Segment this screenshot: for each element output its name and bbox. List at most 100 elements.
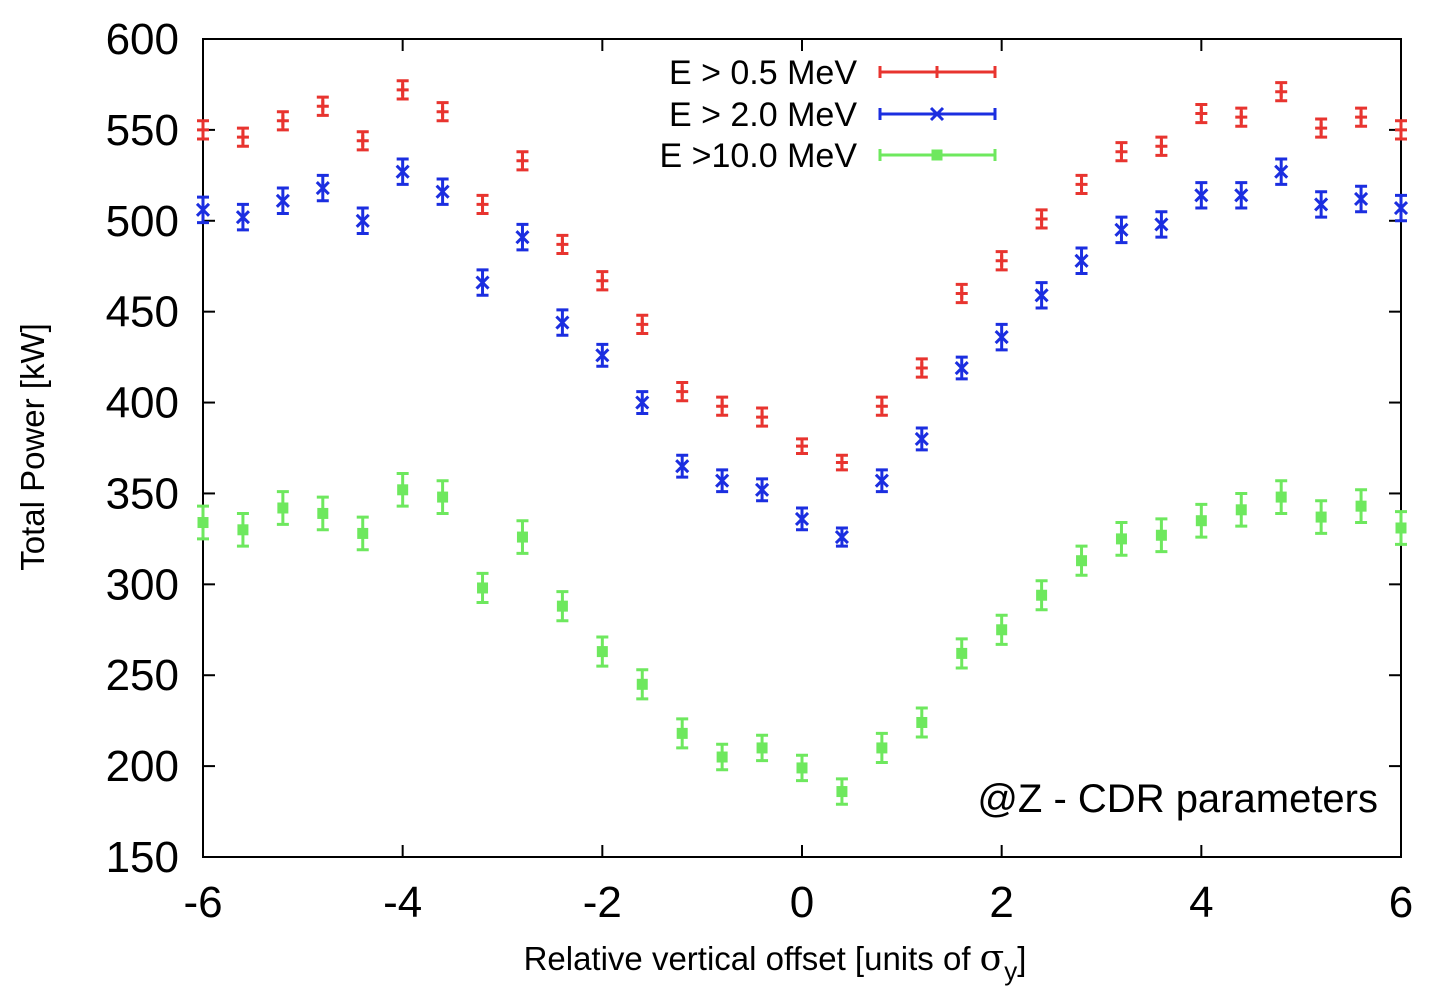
data-point <box>716 742 729 772</box>
point-marker <box>835 456 848 469</box>
data-point <box>436 101 449 123</box>
point-marker <box>1393 200 1409 216</box>
point-marker <box>277 502 289 514</box>
data-point <box>1075 173 1088 196</box>
point-marker <box>876 742 888 754</box>
legend-entry-3: E >10.0 MeV <box>659 137 997 175</box>
legend-label: E > 0.5 MeV <box>669 54 857 92</box>
point-marker <box>1275 491 1287 503</box>
point-marker <box>914 431 929 446</box>
x-axis-title: Relative vertical offset [units of σy] <box>524 938 1027 986</box>
point-marker <box>1355 111 1368 124</box>
data-point <box>1393 193 1409 223</box>
data-point <box>1075 544 1088 577</box>
legend-entry-1: E > 0.5 MeV <box>669 54 997 92</box>
data-point <box>315 173 330 203</box>
data-point <box>435 177 450 206</box>
point-marker <box>555 315 570 330</box>
data-point <box>636 313 649 335</box>
data-point <box>915 357 928 379</box>
data-point <box>1155 517 1168 554</box>
y-tick-label: 500 <box>106 197 179 246</box>
data-point <box>1275 479 1288 515</box>
point-marker <box>395 164 410 179</box>
point-marker <box>636 318 649 331</box>
y-tick-label: 300 <box>106 560 179 609</box>
point-marker <box>716 751 728 763</box>
data-point <box>1235 106 1248 128</box>
data-point <box>995 613 1008 646</box>
data-point <box>236 511 249 548</box>
data-point <box>596 635 609 668</box>
point-marker <box>1115 533 1127 545</box>
point-marker <box>915 362 928 375</box>
series-1 <box>197 79 1407 472</box>
point-marker <box>1275 85 1288 98</box>
data-point <box>197 504 209 541</box>
x-axis-title-close: ] <box>1017 940 1026 977</box>
x-tick-label: -6 <box>183 878 222 927</box>
data-point <box>316 95 329 117</box>
data-point <box>715 468 730 494</box>
point-marker <box>476 198 489 211</box>
data-point <box>915 706 928 739</box>
point-marker <box>275 193 290 208</box>
data-point <box>476 571 489 605</box>
data-point <box>1034 281 1049 310</box>
point-marker <box>1194 188 1209 203</box>
data-point <box>1315 499 1328 535</box>
point-marker <box>996 624 1008 636</box>
point-marker <box>956 647 968 659</box>
point-marker <box>1355 500 1367 512</box>
x-axis-title-subscript: y <box>1004 956 1017 986</box>
point-marker <box>954 360 969 376</box>
y-tick-label: 550 <box>106 106 179 155</box>
point-marker <box>276 114 289 127</box>
point-marker <box>636 678 648 690</box>
data-point <box>1274 157 1289 186</box>
legend-label: E > 2.0 MeV <box>669 96 857 134</box>
point-marker <box>1035 212 1048 225</box>
data-point <box>834 526 849 548</box>
point-marker <box>596 646 608 658</box>
data-point <box>1234 181 1249 210</box>
point-marker <box>676 727 688 739</box>
point-marker <box>437 491 449 503</box>
y-tick-label: 400 <box>106 379 179 428</box>
point-marker <box>1235 504 1247 516</box>
data-point <box>955 637 968 670</box>
data-point <box>356 515 369 552</box>
data-point <box>1194 181 1209 210</box>
data-point <box>276 110 289 132</box>
point-marker <box>556 600 568 612</box>
point-marker <box>356 134 369 147</box>
data-point <box>994 322 1009 352</box>
data-point <box>1314 190 1329 219</box>
data-point <box>1035 579 1048 612</box>
x-tick-label: 0 <box>790 878 814 927</box>
point-marker <box>994 330 1009 345</box>
data-point <box>875 731 888 764</box>
data-point <box>395 157 410 186</box>
point-marker <box>1235 111 1248 124</box>
point-marker <box>197 517 209 529</box>
point-marker <box>635 395 650 410</box>
data-point <box>874 468 889 494</box>
data-point <box>316 495 329 532</box>
data-point <box>476 193 489 216</box>
series-2 <box>195 157 1409 548</box>
data-point <box>276 490 289 526</box>
point-marker <box>357 527 369 539</box>
data-point <box>675 453 690 479</box>
point-marker <box>1354 191 1369 207</box>
y-tick-label: 250 <box>106 651 179 700</box>
point-marker <box>516 154 529 167</box>
y-tick-label: 200 <box>106 742 179 791</box>
legend-marker <box>929 106 945 122</box>
y-tick-label: 350 <box>106 469 179 518</box>
data-point <box>835 453 848 472</box>
point-marker <box>794 511 810 526</box>
point-marker <box>1314 197 1329 212</box>
point-marker <box>1195 107 1208 120</box>
point-marker <box>756 411 769 424</box>
